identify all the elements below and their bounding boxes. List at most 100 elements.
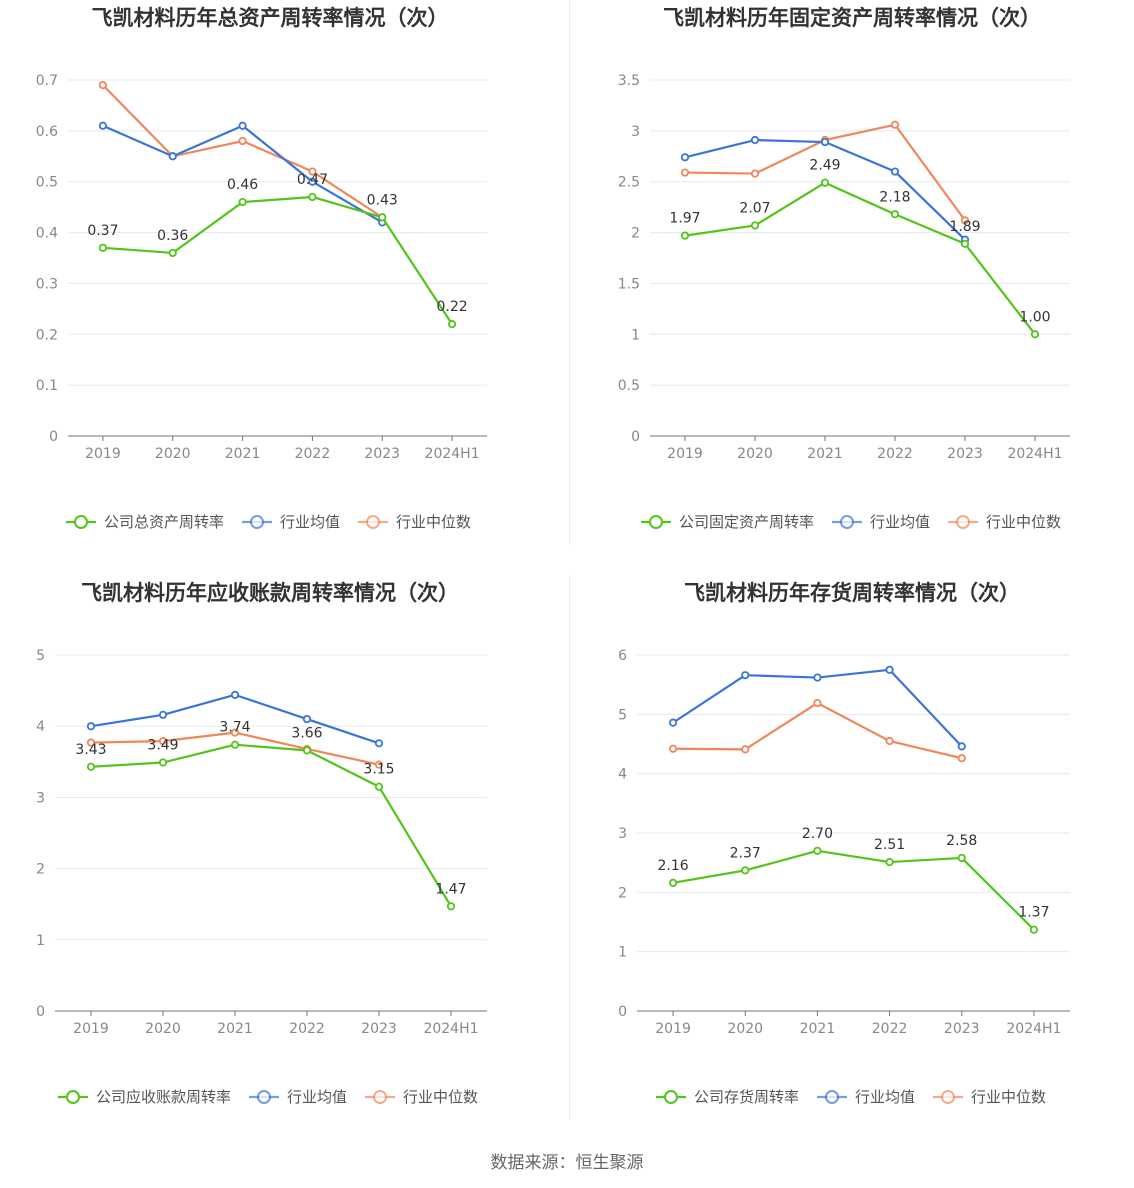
legend-item-industry-median[interactable]: 行业中位数 <box>358 513 471 531</box>
x-tick-label: 2024H1 <box>423 1021 478 1037</box>
data-label: 1.37 <box>1018 905 1049 921</box>
legend-item-industry-avg[interactable]: 行业均值 <box>817 1088 915 1106</box>
chart-title: 飞凯材料历年应收账款周转率情况（次） <box>81 581 459 605</box>
chart-inventory-turnover: 飞凯材料历年存货周转率情况（次） 0 1 2 3 4 5 6 2019 2020 2021 2022 2… <box>618 581 1070 1106</box>
data-point-industry-median <box>98 80 108 90</box>
y-tick-label: 0.5 <box>618 378 640 394</box>
chart-title: 飞凯材料历年总资产周转率情况（次） <box>92 6 449 30</box>
data-point-industry-median <box>668 744 678 753</box>
data-point-industry-avg <box>230 690 240 699</box>
y-tick-label: 0.4 <box>36 226 58 242</box>
legend-circle-icon <box>373 1090 387 1104</box>
y-tick-label: 3 <box>618 826 627 842</box>
y-tick-label: 3 <box>36 790 45 806</box>
data-label: 3.49 <box>147 738 178 754</box>
chart-panel-inventory-turnover: 飞凯材料历年存货周转率情况（次） 0 1 2 3 4 5 6 2019 2020 2021 2022 2… <box>570 575 1134 1120</box>
y-tick-label: 3 <box>631 124 640 140</box>
legend-circle-icon <box>66 1090 80 1104</box>
x-tick-label: 2019 <box>85 446 121 462</box>
legend-item-company[interactable]: 公司总资产周转率 <box>66 513 224 531</box>
legend-item-industry-avg[interactable]: 行业均值 <box>832 513 930 531</box>
data-point-industry-median <box>960 216 970 225</box>
data-point-company <box>86 762 96 771</box>
x-tick-label: 2024H1 <box>1006 1021 1061 1037</box>
y-tick-label: 1 <box>631 327 640 343</box>
legend-item-industry-median[interactable]: 行业中位数 <box>948 513 1061 531</box>
data-point-industry-avg <box>86 722 96 731</box>
x-tick-label: 2020 <box>155 446 191 462</box>
y-tick-label: 0.6 <box>36 124 58 140</box>
legend-item-company[interactable]: 公司应收账款周转率 <box>58 1088 231 1106</box>
x-tick-label: 2020 <box>737 446 773 462</box>
data-point-industry-median <box>374 760 384 769</box>
data-point-company <box>158 758 168 767</box>
data-label: 3.15 <box>363 762 394 778</box>
data-point-company <box>447 320 457 329</box>
legend-label: 行业中位数 <box>986 513 1061 531</box>
data-point-industry-avg <box>890 167 900 176</box>
legend-label: 行业均值 <box>870 513 930 531</box>
data-point-company <box>302 746 312 755</box>
data-point-company <box>680 231 690 240</box>
y-tick-label: 1 <box>36 933 45 949</box>
data-point-industry-avg <box>238 121 247 130</box>
legend-label: 公司总资产周转率 <box>104 513 224 531</box>
data-point-company <box>168 248 177 258</box>
legend-label: 行业均值 <box>855 1088 915 1106</box>
chart-total-asset-turnover: 飞凯材料历年总资产周转率情况（次） 0 0.1 0.2 0.3 0.4 0.5 0.6 0.7 2… <box>36 6 487 531</box>
legend-item-industry-avg[interactable]: 行业均值 <box>249 1088 347 1106</box>
x-tick-label: 2023 <box>944 1021 980 1037</box>
x-tick-label: 2021 <box>217 1021 253 1037</box>
x-tick-label: 2021 <box>800 1021 836 1037</box>
data-point-industry-avg <box>98 121 108 130</box>
legend-item-company[interactable]: 公司存货周转率 <box>656 1088 799 1106</box>
x-tick-label: 2019 <box>73 1021 109 1037</box>
data-point-company <box>890 210 900 219</box>
series-line-company <box>672 849 1035 931</box>
chart-fixed-asset-turnover: 飞凯材料历年固定资产周转率情况（次） 0 0.5 1 1.5 2 2.5 3 3.5 2019 20… <box>618 6 1070 531</box>
legend-circle-icon <box>664 1090 678 1104</box>
y-tick-label: 0.2 <box>36 327 58 343</box>
data-label: 0.37 <box>87 223 118 239</box>
data-point-company <box>378 213 387 222</box>
data-point-company <box>238 197 247 207</box>
data-label: 1.89 <box>949 219 980 235</box>
y-tick-label: 2 <box>36 862 45 878</box>
legend-item-industry-avg[interactable]: 行业均值 <box>242 513 340 531</box>
data-point-industry-median <box>230 728 240 737</box>
y-tick-label: 6 <box>618 648 627 664</box>
x-tick-label: 2024H1 <box>1007 446 1062 462</box>
legend-circle-icon <box>649 515 663 529</box>
data-point-company <box>813 846 822 855</box>
data-point-industry-median <box>741 745 750 754</box>
data-point-industry-median <box>750 169 760 178</box>
legend-item-company[interactable]: 公司固定资产周转率 <box>641 513 814 531</box>
chart-panel-receivables-turnover: 飞凯材料历年应收账款周转率情况（次） 0 1 2 3 4 5 2019 2020 2021 2022… <box>0 575 569 1120</box>
data-point-industry-avg <box>308 177 317 186</box>
data-point-company <box>1030 330 1040 339</box>
legend-circle-icon <box>257 1090 271 1104</box>
data-point-company <box>741 866 750 875</box>
y-tick-label: 2.5 <box>618 175 640 191</box>
data-label: 2.49 <box>809 158 840 174</box>
x-tick-label: 2020 <box>727 1021 763 1037</box>
x-tick-label: 2023 <box>361 1021 397 1037</box>
data-point-company <box>885 857 894 867</box>
y-tick-label: 3.5 <box>618 73 640 89</box>
x-tick-label: 2022 <box>295 446 331 462</box>
legend-label: 行业均值 <box>287 1088 347 1106</box>
panel-divider-bottom <box>569 575 570 1120</box>
data-point-industry-avg <box>680 153 690 162</box>
data-point-industry-avg <box>302 714 312 724</box>
data-point-industry-avg <box>158 710 168 719</box>
data-point-industry-avg <box>813 673 822 682</box>
y-tick-label: 2 <box>631 226 640 242</box>
data-point-industry-median <box>238 136 247 146</box>
legend-item-industry-median[interactable]: 行业中位数 <box>933 1088 1046 1106</box>
x-tick-label: 2023 <box>947 446 983 462</box>
legend-circle-icon <box>366 515 380 529</box>
data-label: 3.66 <box>291 725 322 741</box>
legend-item-industry-median[interactable]: 行业中位数 <box>365 1088 478 1106</box>
legend-label: 行业中位数 <box>403 1088 478 1106</box>
y-tick-label: 5 <box>36 648 45 664</box>
